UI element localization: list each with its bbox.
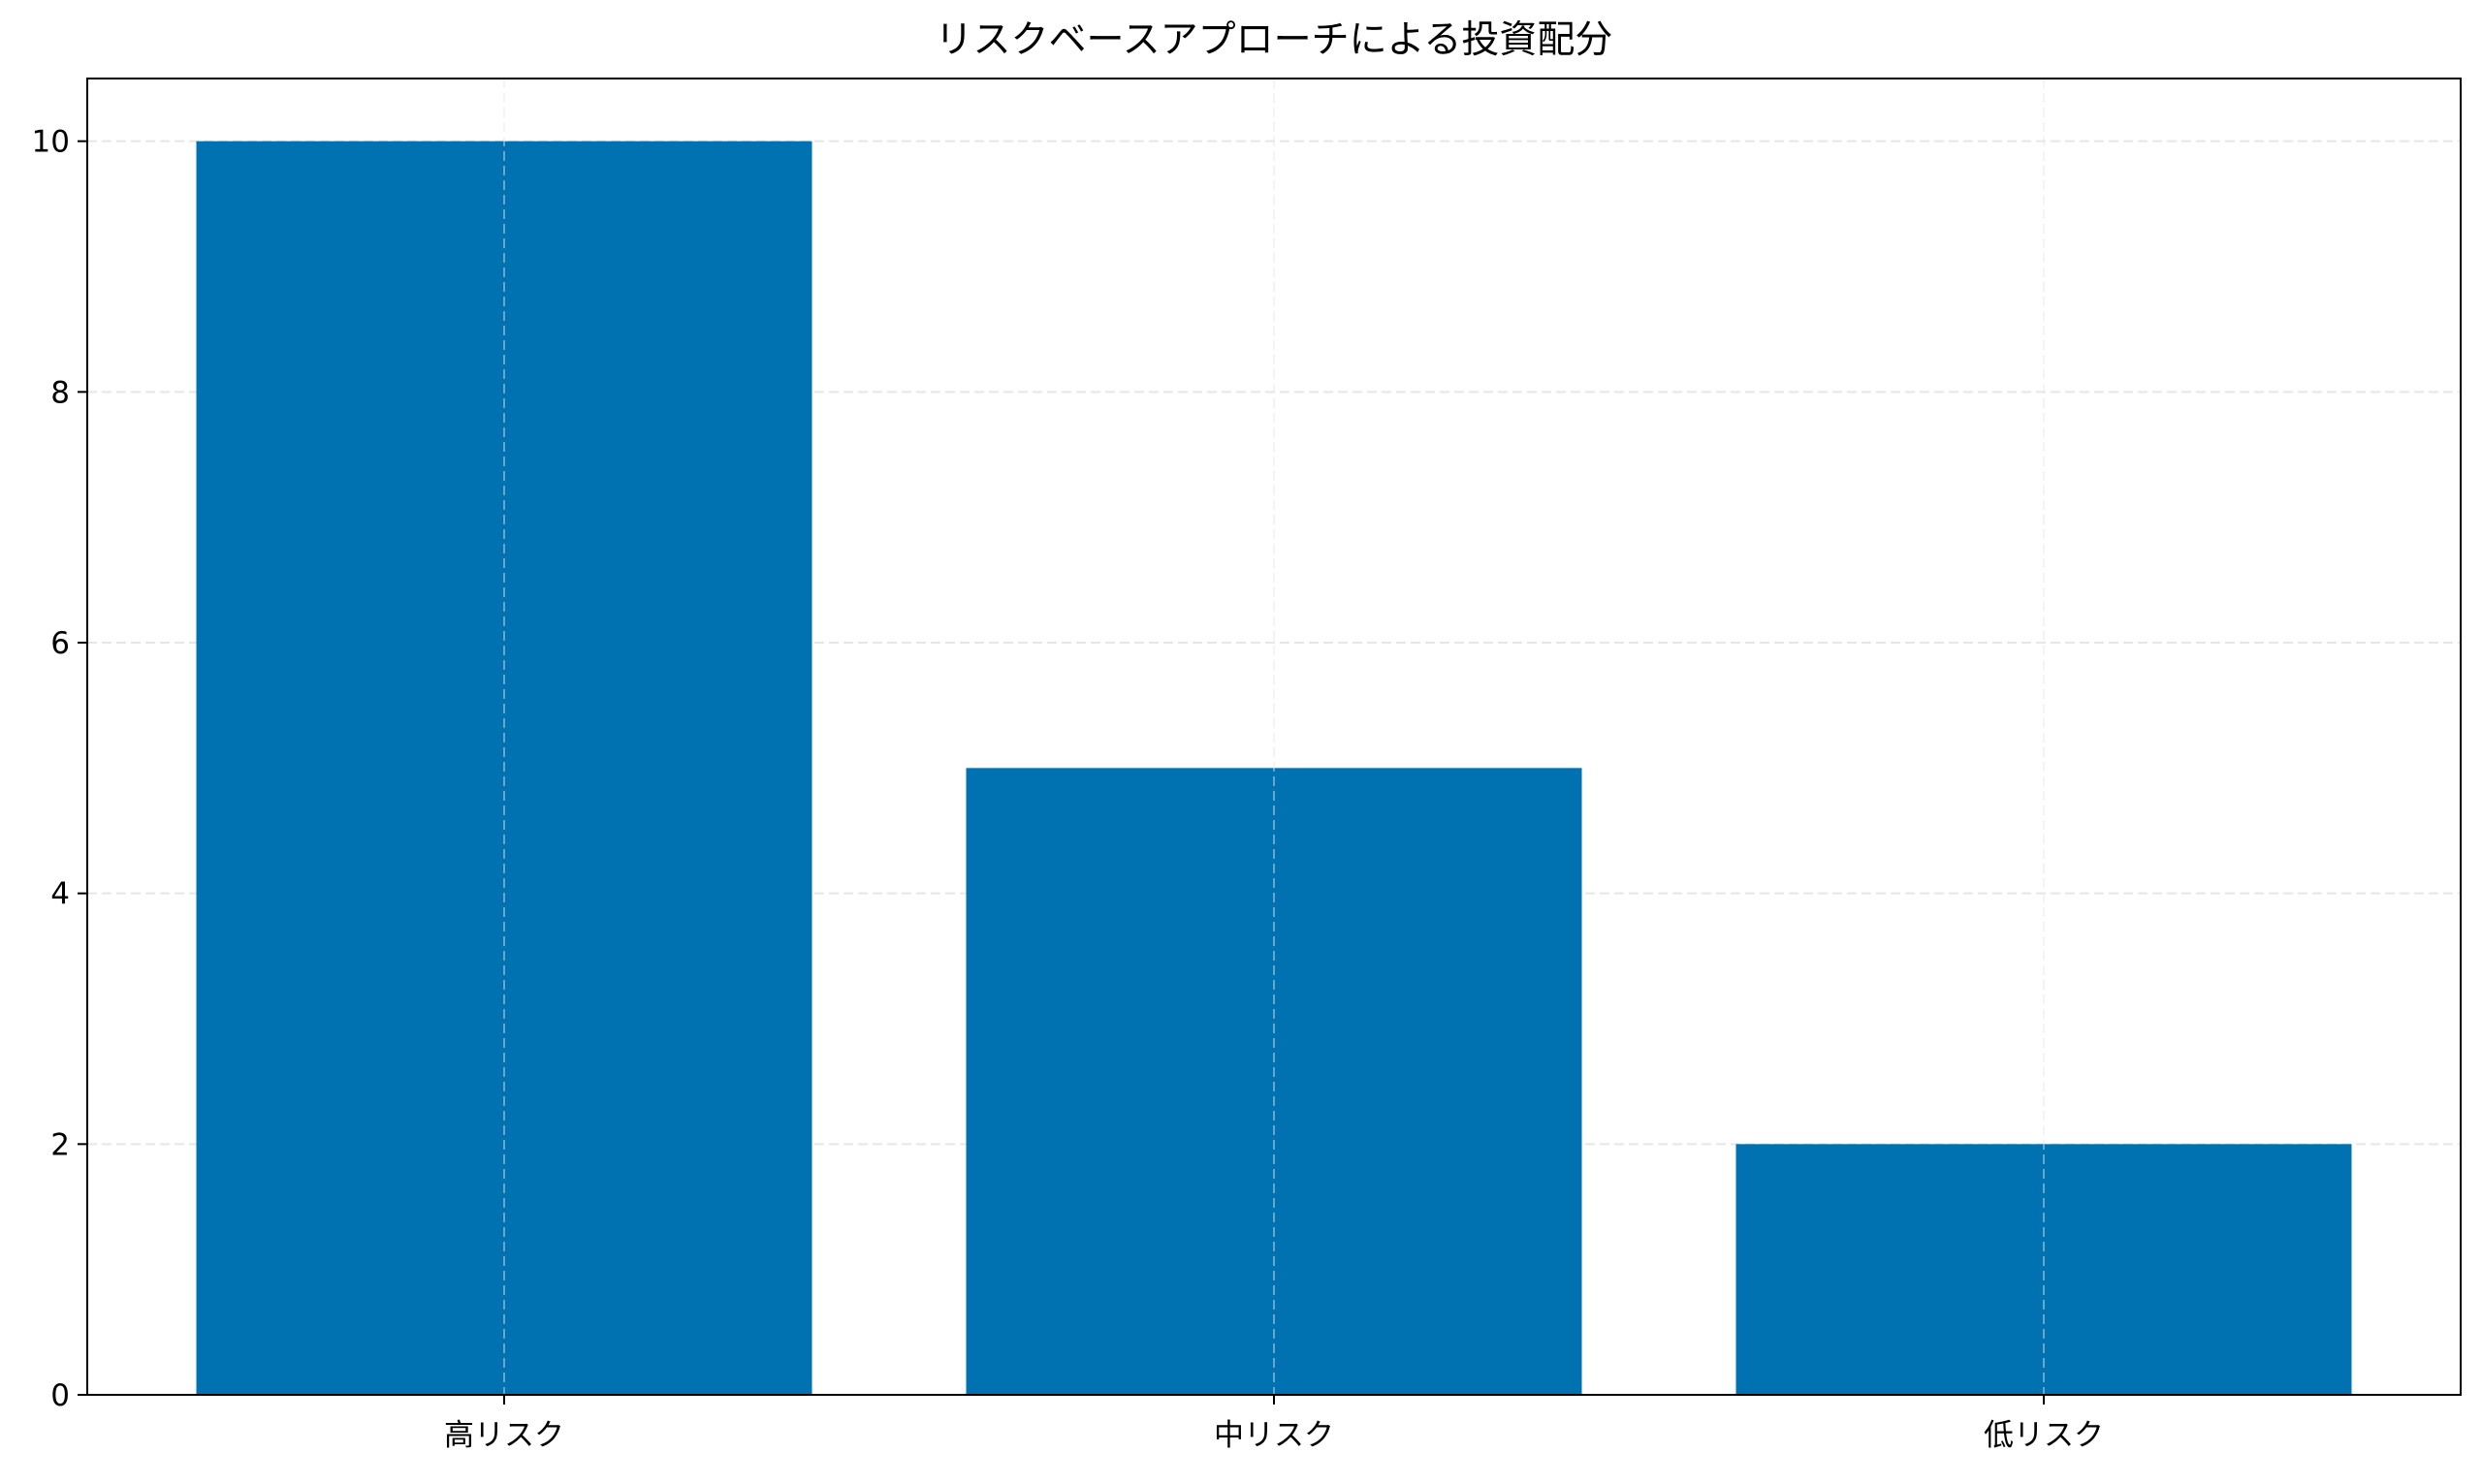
x-tick-label: 中リスク [1214, 1418, 1334, 1453]
x-tick-label: 高リスク [444, 1418, 564, 1453]
y-tick-label: 2 [50, 1127, 70, 1162]
bar [966, 768, 1582, 1395]
y-tick-label: 0 [50, 1378, 70, 1413]
x-axis: 高リスク 中リスク 低リスク [444, 1395, 2104, 1453]
bar [1735, 1144, 2352, 1395]
grid-overlay [503, 79, 2045, 1395]
y-tick-label: 6 [50, 626, 70, 661]
bar [196, 141, 812, 1396]
y-tick-label: 8 [50, 375, 70, 410]
x-tick-label: 低リスク [1984, 1418, 2104, 1453]
y-axis: 0 2 4 6 8 10 [32, 125, 87, 1413]
y-tick-label: 10 [32, 125, 70, 160]
bars [196, 141, 2352, 1396]
chart-title: リスクベースアプローチによる投資配分 [936, 18, 1613, 62]
y-tick-label: 4 [50, 877, 70, 912]
